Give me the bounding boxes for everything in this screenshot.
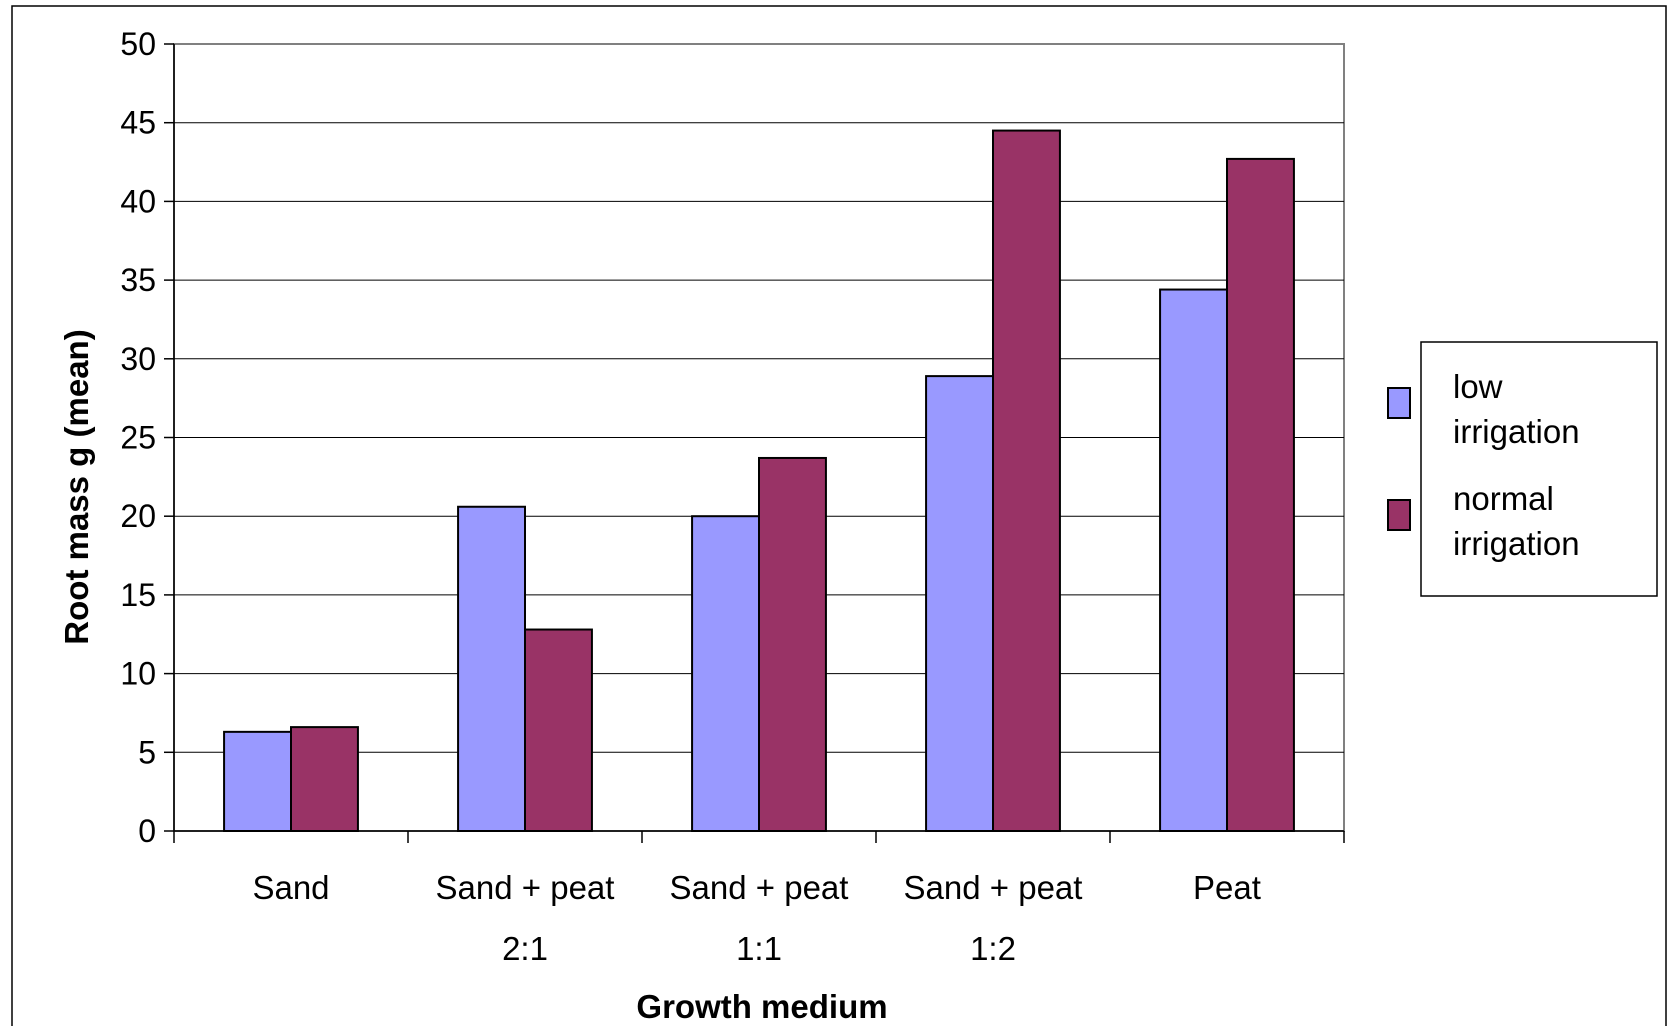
- bar-low-irrigation-3: [925, 375, 994, 832]
- bar-normal-irrigation-3: [992, 129, 1061, 832]
- legend-label: irrigation: [1453, 413, 1580, 450]
- y-tick-label: 30: [120, 341, 156, 377]
- x-tick-label: Sand: [252, 869, 329, 906]
- bar-normal-irrigation-1: [524, 628, 593, 833]
- x-axis-label: Growth medium: [636, 988, 887, 1025]
- x-tick-label: 1:1: [736, 930, 782, 967]
- x-tick-label: Sand + peat: [904, 869, 1083, 906]
- bar-low-irrigation-1: [457, 505, 526, 832]
- bar-low-irrigation-4: [1159, 288, 1229, 832]
- x-tick-label: 1:2: [970, 930, 1016, 967]
- x-tick-label: Sand + peat: [436, 869, 615, 906]
- y-tick-label: 35: [120, 262, 156, 298]
- bar-normal-irrigation-2: [758, 456, 827, 832]
- y-axis-label: Root mass g (mean): [58, 329, 95, 644]
- y-tick-label: 40: [120, 183, 156, 219]
- y-tick-label: 25: [120, 420, 156, 456]
- legend: low irrigation normal irrigation: [1387, 341, 1658, 597]
- legend-box: [1420, 341, 1658, 597]
- x-tick-labels: Sand Sand + peat 2:1 Sand + peat 1:1 Sand + p…: [252, 869, 1260, 967]
- legend-swatch: [1387, 387, 1411, 419]
- bar-low-irrigation-2: [691, 515, 760, 832]
- y-tick-label: 15: [120, 577, 156, 613]
- y-tick-label: 0: [138, 813, 156, 849]
- legend-label: low: [1453, 368, 1503, 405]
- y-tick-label: 10: [120, 656, 156, 692]
- x-tick-label: Peat: [1193, 869, 1261, 906]
- axes: [164, 43, 1345, 843]
- bar-normal-irrigation-4: [1226, 157, 1295, 833]
- y-tick-label: 45: [120, 105, 156, 141]
- bar-normal-irrigation-0: [290, 726, 359, 833]
- y-tick-label: 20: [120, 498, 156, 534]
- y-tick-labels: 0 5 10 15 20 25 30 35 40 45 50: [120, 26, 156, 849]
- y-tick-label: 50: [120, 26, 156, 62]
- legend-label: irrigation: [1453, 525, 1580, 562]
- bar-low-irrigation-0: [223, 730, 293, 833]
- x-tick-label: 2:1: [502, 930, 548, 967]
- bars: [223, 129, 1295, 833]
- legend-swatch: [1387, 499, 1411, 531]
- y-tick-label: 5: [138, 734, 156, 770]
- legend-label: normal: [1453, 480, 1554, 517]
- x-tick-label: Sand + peat: [670, 869, 849, 906]
